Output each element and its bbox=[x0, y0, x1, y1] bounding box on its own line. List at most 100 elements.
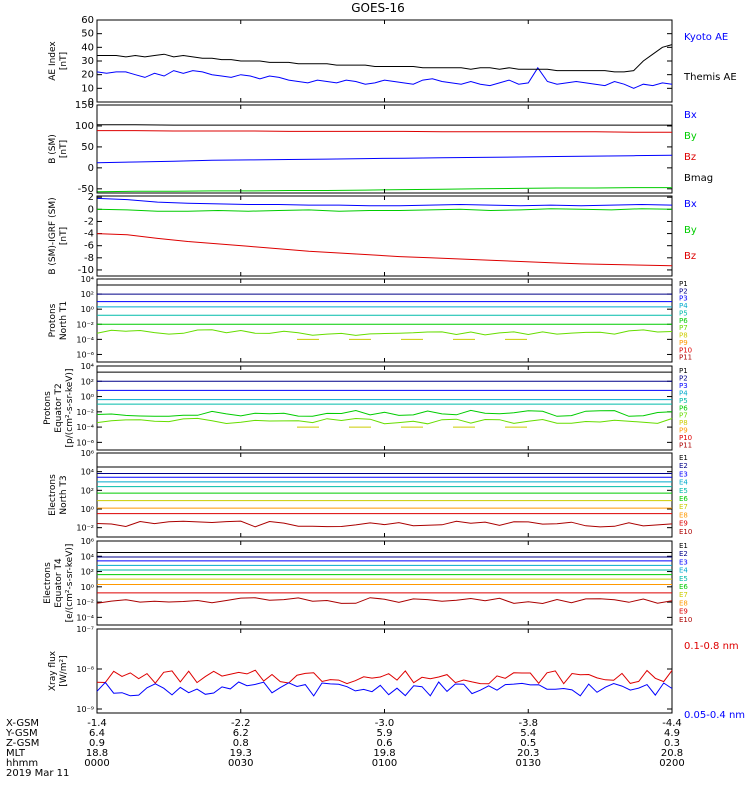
y-axis-label: Xray flux bbox=[48, 650, 58, 691]
panel-frame bbox=[96, 365, 673, 451]
y-tick-label: 10⁻⁴ bbox=[76, 423, 94, 432]
legend-entry: Themis AE bbox=[683, 72, 737, 83]
channel-legend: P2 bbox=[679, 287, 688, 295]
x-axis-value: -3.0 bbox=[375, 718, 395, 729]
channel-legend: E3 bbox=[679, 558, 688, 566]
y-tick-label: 40 bbox=[81, 42, 94, 53]
panel-3: -10-8-6-4 -202 B (SM)-IGRF (SM) [nT] Bx By Bz bbox=[48, 192, 697, 277]
channel-legend: P8 bbox=[679, 419, 688, 427]
x-axis-value: 19.3 bbox=[230, 748, 252, 759]
y-tick-label: 10⁰ bbox=[81, 505, 94, 514]
y-tick-label: 10² bbox=[81, 290, 94, 299]
channel-legend: E9 bbox=[679, 608, 688, 616]
x-axis-value: 0130 bbox=[516, 758, 541, 769]
y-tick-label: 10⁻⁷ bbox=[76, 625, 94, 634]
y-tick-label: 100 bbox=[75, 121, 94, 132]
panel-frame bbox=[96, 278, 673, 363]
plot-title: GOES-16 bbox=[351, 1, 405, 15]
y-axis-label: [nT] bbox=[59, 140, 69, 158]
y-axis-label: AE Index bbox=[48, 41, 58, 81]
x-axis-value: 5.9 bbox=[377, 728, 393, 739]
y-axis-label: Equator T2 bbox=[54, 383, 64, 432]
y-axis-label: North T1 bbox=[59, 301, 69, 340]
channel-legend: P9 bbox=[679, 339, 688, 347]
channel-legend: P11 bbox=[679, 442, 692, 450]
y-axis-label: Electrons bbox=[43, 562, 53, 604]
y-tick-label: -8 bbox=[84, 253, 94, 264]
x-axis-value: 0.8 bbox=[233, 738, 249, 749]
x-axis-value: 18.8 bbox=[86, 748, 108, 759]
channel-legend: P10 bbox=[679, 346, 692, 354]
x-axis-value: 0.6 bbox=[377, 738, 393, 749]
y-tick-label: -4 bbox=[84, 229, 94, 240]
y-tick-label: 60 bbox=[81, 15, 94, 26]
series-line bbox=[96, 208, 673, 212]
x-axis-value: 5.4 bbox=[520, 728, 536, 739]
channel-legend: E8 bbox=[679, 599, 688, 607]
channel-legend: E4 bbox=[679, 479, 688, 487]
channel-legend: P6 bbox=[679, 317, 688, 325]
y-tick-label: -50 bbox=[78, 184, 94, 195]
panel-8: 10⁻⁹ 10⁻⁸ 10⁻⁷ Xray flux [W/m²] 0.1-0.8 nm 0.0… bbox=[48, 625, 745, 721]
channel-line bbox=[96, 409, 673, 417]
channel-legend: E9 bbox=[679, 520, 688, 528]
channel-legend: P1 bbox=[679, 367, 688, 375]
x-axis-value: 0030 bbox=[228, 758, 253, 769]
y-tick-label: 30 bbox=[81, 56, 94, 67]
y-tick-label: 10⁻⁹ bbox=[76, 705, 94, 714]
y-tick-label: -6 bbox=[84, 241, 94, 252]
x-axis-value: 6.4 bbox=[89, 728, 105, 739]
y-tick-label: 10⁶ bbox=[81, 449, 94, 458]
channel-legend: E7 bbox=[679, 503, 688, 511]
x-axis-value: -3.8 bbox=[518, 718, 538, 729]
y-tick-label: 0 bbox=[88, 163, 94, 174]
channel-legend: P11 bbox=[679, 354, 692, 362]
y-tick-label: 10² bbox=[81, 568, 94, 577]
channel-legend: P3 bbox=[679, 382, 688, 390]
legend-entry: Bx bbox=[684, 199, 697, 210]
channel-line bbox=[96, 597, 673, 605]
series-line bbox=[96, 233, 673, 267]
x-axis-value: 0.9 bbox=[89, 738, 105, 749]
y-tick-label: 10⁻² bbox=[76, 408, 94, 417]
x-axis-value: 6.2 bbox=[233, 728, 249, 739]
y-tick-label: 10² bbox=[81, 377, 94, 386]
channel-legend: E3 bbox=[679, 470, 688, 478]
legend-entry: Bz bbox=[684, 251, 696, 262]
panel-frame bbox=[96, 628, 673, 714]
channel-legend: E2 bbox=[679, 550, 688, 558]
y-tick-label: 10⁻² bbox=[76, 524, 94, 533]
channel-legend: P7 bbox=[679, 412, 688, 420]
series-line bbox=[96, 197, 673, 207]
x-axis-row-label: hhmm bbox=[6, 758, 38, 769]
channel-legend: E1 bbox=[679, 542, 688, 550]
x-axis-value: 20.3 bbox=[517, 748, 539, 759]
panel-frame bbox=[96, 540, 673, 626]
legend-entry: By bbox=[684, 131, 697, 142]
y-tick-label: 2 bbox=[88, 192, 94, 203]
y-axis-label: [W/m²] bbox=[59, 655, 69, 686]
series-line bbox=[96, 154, 673, 164]
x-axis-value: 0100 bbox=[372, 758, 397, 769]
y-axis-label: Equator T4 bbox=[54, 558, 64, 608]
x-axis-value: 4.9 bbox=[664, 728, 680, 739]
y-axis-label: Electrons bbox=[48, 474, 58, 516]
y-tick-label: 10⁴ bbox=[81, 468, 94, 477]
y-tick-label: 10⁻² bbox=[76, 320, 94, 329]
y-tick-label: 10⁻⁶ bbox=[76, 438, 94, 447]
x-axis-value: 0.3 bbox=[664, 738, 680, 749]
y-tick-label: 20 bbox=[81, 70, 94, 81]
panel-2: -50 0 50 100 150 B (SM) [nT] Bx By Bz Bmag bbox=[48, 100, 713, 195]
legend-entry: 0.05-0.4 nm bbox=[684, 710, 745, 721]
x-axis-date: 2019 Mar 11 bbox=[6, 768, 69, 779]
channel-legend: E8 bbox=[679, 511, 688, 519]
y-tick-label: 50 bbox=[81, 29, 94, 40]
channel-legend: P8 bbox=[679, 332, 688, 340]
x-axis-value: 0000 bbox=[84, 758, 109, 769]
channel-legend: E6 bbox=[679, 583, 688, 591]
channel-legend: P1 bbox=[679, 280, 688, 288]
x-axis-value: 20.8 bbox=[661, 748, 683, 759]
channel-legend: P2 bbox=[679, 374, 688, 382]
